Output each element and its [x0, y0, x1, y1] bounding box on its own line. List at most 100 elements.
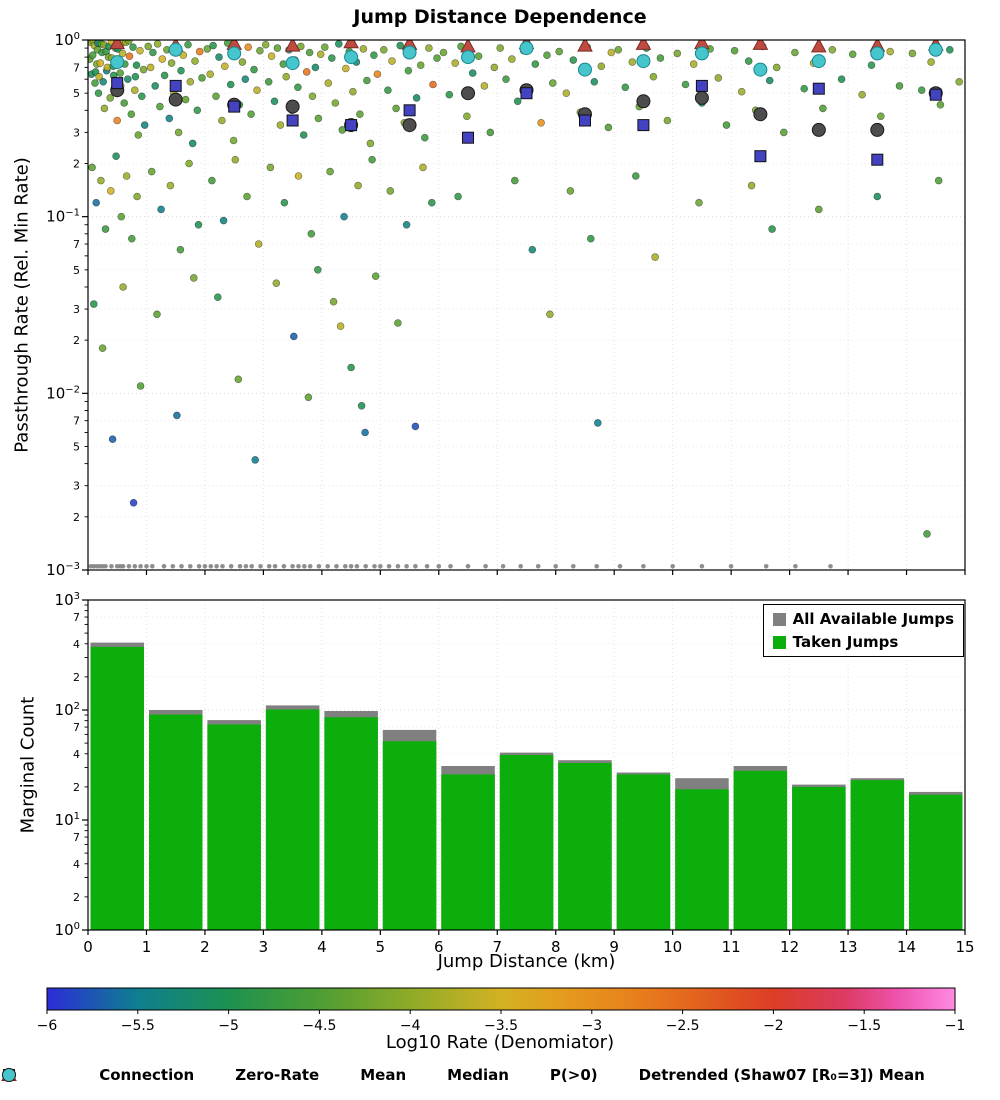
- zero-rate-point: [220, 564, 225, 569]
- all-available-jumps-swatch-icon: [772, 612, 786, 626]
- scatter-point: [166, 181, 175, 190]
- scatter-point: [923, 530, 931, 538]
- y-minor-tick-label: 7: [73, 721, 80, 734]
- scatter-point: [349, 87, 357, 96]
- scatter-point: [238, 58, 247, 66]
- scatter-point: [324, 79, 333, 87]
- scatter-point: [379, 45, 388, 54]
- scatter-point: [730, 46, 739, 55]
- scatter-point: [772, 63, 781, 72]
- bar-taken-jumps: [733, 770, 788, 930]
- x-tick-label: 1: [142, 938, 152, 956]
- y-minor-tick-label: 5: [73, 264, 80, 277]
- connection-label: Connection: [99, 1066, 195, 1084]
- scatter-point: [419, 163, 427, 172]
- scatter-point: [359, 45, 368, 53]
- scatter-point: [106, 94, 114, 102]
- scatter-point: [307, 230, 316, 238]
- scatter-point: [502, 75, 510, 83]
- scatter-point: [425, 44, 433, 52]
- scatter-point: [158, 55, 167, 63]
- scatter-point: [167, 59, 176, 67]
- scatter-point: [737, 87, 746, 96]
- x-tick-label: 5: [376, 938, 386, 956]
- scatter-point: [282, 72, 291, 81]
- zero-rate-label: Zero-Rate: [235, 1066, 320, 1084]
- detrended-mean-label: Detrended (Shaw07 [R₀=3]) Mean: [638, 1066, 925, 1084]
- all-available-jumps-label: All Available Jumps: [792, 610, 954, 628]
- scatter-point: [129, 498, 138, 507]
- bar-taken-jumps: [265, 709, 320, 930]
- scatter-point: [177, 66, 185, 75]
- zero-rate-marker-icon: [5, 1066, 229, 1084]
- p-gt-0-marker: [635, 40, 652, 50]
- scatter-point: [628, 58, 637, 66]
- p-gt-0-marker: [810, 40, 827, 53]
- mean-marker: [753, 107, 768, 122]
- y-major-tick-label: 10−2: [46, 384, 80, 402]
- scatter-point: [305, 48, 314, 57]
- zero-rate-point: [120, 564, 126, 569]
- scatter-point: [474, 52, 483, 61]
- scatter-point: [354, 181, 362, 190]
- scatter-point: [873, 192, 882, 201]
- scatter-point: [314, 114, 323, 123]
- median-marker: [520, 87, 533, 100]
- scatter-point: [96, 59, 105, 67]
- median-marker: [695, 79, 708, 92]
- detrended-mean-marker: [110, 55, 125, 70]
- scatter-point: [153, 310, 161, 319]
- scatter-point: [133, 192, 141, 201]
- bar-taken-jumps: [558, 763, 612, 930]
- colorbar-tick-label: −3.5: [484, 1018, 518, 1034]
- bar-taken-jumps: [675, 789, 729, 930]
- scatter-point: [98, 344, 107, 353]
- zero-rate-point: [348, 564, 354, 569]
- y-minor-tick-label: 2: [73, 891, 80, 904]
- zero-rate-point: [316, 564, 322, 569]
- scatter-point: [908, 49, 917, 58]
- detrended-mean-marker: [344, 50, 359, 65]
- bar-taken-jumps: [149, 714, 203, 930]
- histogram-legend: All Available Jumps Taken Jumps: [762, 604, 964, 657]
- scatter-point: [273, 44, 282, 52]
- scatter-point: [226, 80, 235, 89]
- scatter-point: [649, 72, 658, 81]
- scatter-point: [945, 45, 954, 54]
- scatter-point: [689, 60, 698, 68]
- zero-rate-point: [763, 564, 769, 569]
- y-minor-tick-label: 3: [73, 480, 80, 493]
- bar-taken-jumps: [792, 786, 846, 930]
- zero-rate-point: [363, 564, 369, 569]
- scatter-point: [157, 205, 165, 214]
- scatter-point: [454, 192, 462, 201]
- scatter-point: [118, 49, 127, 58]
- scatter-point: [451, 59, 460, 67]
- scatter-point: [510, 176, 519, 185]
- legend-item-all-available-jumps: All Available Jumps: [772, 610, 954, 628]
- scatter-point: [147, 167, 156, 176]
- x-tick-label: 10: [663, 938, 682, 956]
- y-minor-tick-label: 2: [73, 511, 80, 524]
- zero-rate-point: [641, 564, 646, 569]
- scatter-point: [651, 253, 659, 261]
- scatter-point: [837, 75, 846, 83]
- zero-rate-point: [465, 564, 471, 569]
- mean-marker-icon: [2, 1066, 354, 1084]
- scatter-point: [122, 172, 131, 180]
- y-minor-tick-label: 5: [73, 87, 80, 100]
- scatter-point: [427, 198, 436, 207]
- scatter-point: [267, 52, 276, 61]
- colorbar-tick-label: −3: [581, 1018, 602, 1034]
- scatter-point: [392, 104, 400, 113]
- scatter-point: [555, 47, 564, 56]
- scatter-point: [88, 51, 97, 60]
- scatter-point: [151, 82, 159, 90]
- scatter-point: [819, 104, 827, 113]
- scatter-point: [95, 72, 103, 81]
- scatter-point: [100, 104, 109, 113]
- bar-taken-jumps: [382, 741, 437, 930]
- scatter-panel-border: [87, 39, 966, 571]
- bar-taken-jumps: [850, 780, 905, 930]
